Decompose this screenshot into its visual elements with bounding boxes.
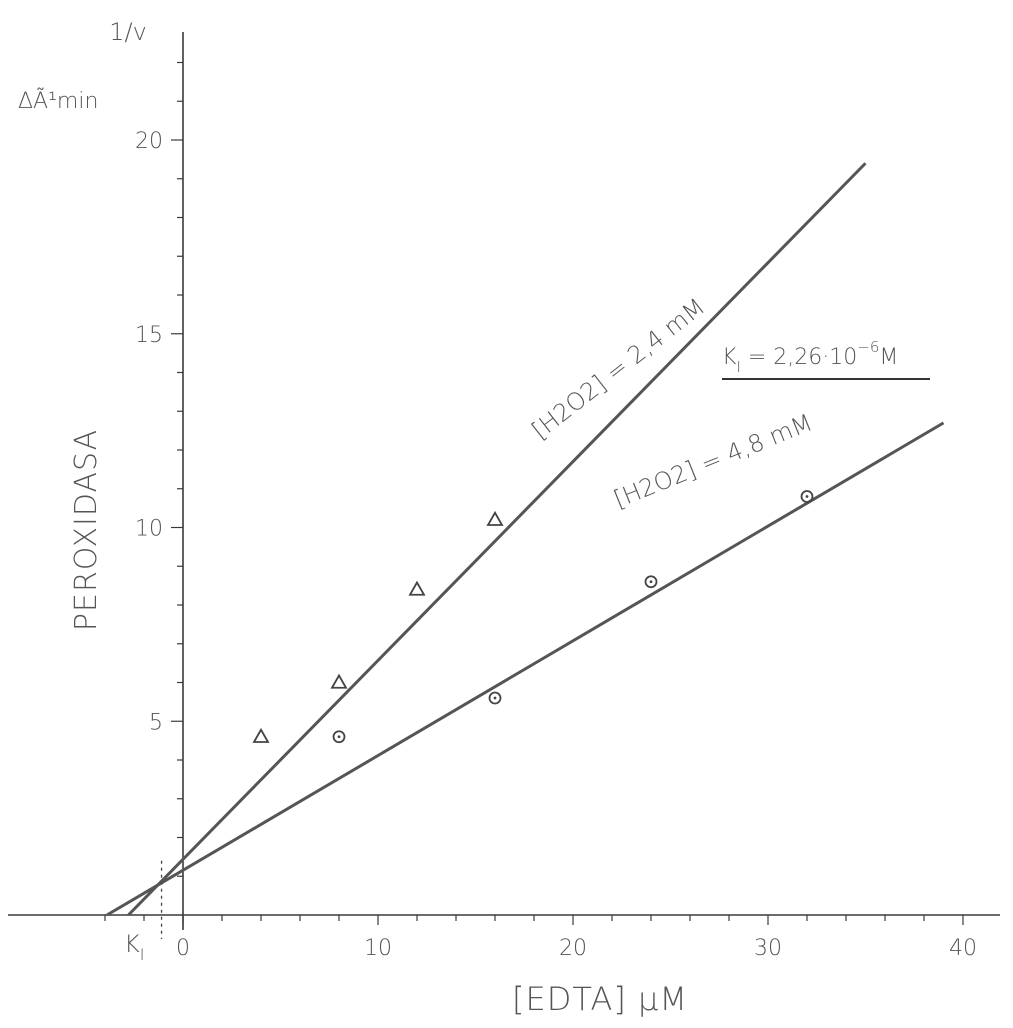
x-tick-label: 40 <box>949 936 977 961</box>
circle-point-dot <box>337 735 341 739</box>
x-tick-label: 20 <box>559 936 587 961</box>
circle-point <box>800 490 814 503</box>
y-axis-label-top: 1/v <box>109 18 147 46</box>
fit-lines <box>106 162 945 939</box>
triangle-point <box>330 673 348 689</box>
series-label-4-8mM: [H2O2] = 4,8 mM <box>610 408 817 513</box>
circle-point-dot <box>805 495 809 498</box>
data-points <box>252 490 814 744</box>
ki-axis-label: KI <box>124 930 144 964</box>
y-tick-label: 5 <box>149 710 163 735</box>
fit-line-series-0 <box>127 162 867 917</box>
x-axis-label: [EDTA] µM <box>512 980 688 1018</box>
circle-point-dot <box>649 580 653 584</box>
y-tick-label: 20 <box>135 129 163 154</box>
ki-value: KI = 2,26·10−6M <box>722 338 898 376</box>
y-axis-side-label: PEROXIDASA <box>69 429 104 631</box>
triangle-point <box>486 510 504 526</box>
circle-point-dot <box>493 696 497 700</box>
y-tick-label: 15 <box>135 323 163 348</box>
circle-point <box>332 730 346 744</box>
fit-line-series-1 <box>106 421 945 917</box>
circle-point <box>644 575 658 589</box>
y-axis-units: ΔÃ¹min <box>18 88 98 114</box>
circle-point <box>488 691 502 705</box>
x-tick-label: 10 <box>364 936 392 961</box>
x-tick-label: 30 <box>754 936 782 961</box>
triangle-point <box>408 580 426 596</box>
triangle-point <box>252 727 270 743</box>
series-label-2-4mM: [H2O2] = 2,4 mM <box>526 292 710 444</box>
y-tick-label: 10 <box>135 517 163 542</box>
x-tick-label: 0 <box>176 936 190 961</box>
axes: 0 10 20 30 40 5 10 15 20 <box>8 32 1000 961</box>
